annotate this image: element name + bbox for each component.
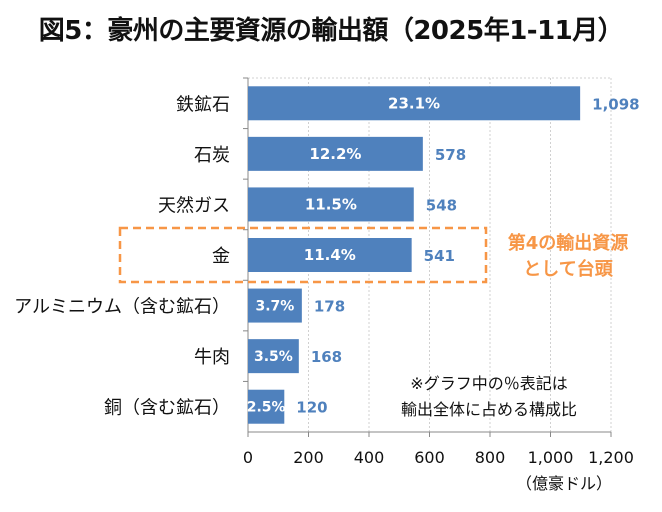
- category-label: 石炭: [194, 145, 230, 166]
- x-tick-label: 1,200: [588, 448, 634, 467]
- bar: [248, 389, 285, 424]
- bar-value-label: 548: [426, 196, 457, 214]
- bar: [248, 136, 423, 171]
- category-label: 鉄鉱石: [176, 94, 230, 115]
- category-label: 天然ガス: [158, 195, 230, 216]
- bar-value-label: 178: [314, 298, 345, 316]
- category-label: 牛肉: [194, 347, 230, 368]
- bar: [248, 187, 414, 222]
- x-tick-label: 0: [243, 448, 253, 467]
- x-tick-label: 200: [293, 448, 324, 467]
- x-tick-label: 800: [475, 448, 506, 467]
- bar: [248, 339, 299, 374]
- category-label: アルミニウム（含む鉱石）: [14, 297, 230, 318]
- bar-value-label: 1,098: [592, 95, 639, 113]
- bar-share-label: 11.5%: [305, 195, 357, 213]
- bar: [248, 288, 302, 323]
- x-tick-label: 1,000: [528, 448, 574, 467]
- bar-value-label: 578: [435, 146, 466, 164]
- bar-share-label: 11.4%: [304, 246, 356, 264]
- bar-value-label: 120: [296, 399, 327, 417]
- bar: [248, 238, 412, 272]
- chart-title: 図5：豪州の主要資源の輸出額（2025年1-11月）: [38, 16, 624, 46]
- x-tick-label: 400: [354, 448, 385, 467]
- note-text: ※グラフ中の％表記は: [410, 374, 567, 393]
- bar-share-label: 3.7%: [256, 299, 295, 315]
- bar: [248, 86, 581, 121]
- category-label: 金: [212, 246, 230, 267]
- x-tick-label: 600: [414, 448, 445, 467]
- bar-value-label: 541: [424, 247, 455, 265]
- bar-value-label: 168: [311, 348, 342, 366]
- bar-share-label: 23.1%: [388, 94, 440, 112]
- highlight-annotation: として台頭: [523, 258, 613, 280]
- highlight-annotation: 第4の輸出資源: [508, 232, 629, 254]
- bar-share-label: 12.2%: [309, 145, 361, 163]
- bar-share-label: 3.5%: [254, 349, 293, 365]
- x-axis-label: （億豪ドル）: [516, 474, 612, 493]
- highlight-box: [118, 226, 488, 284]
- category-label: 銅（含む鉱石）: [104, 398, 230, 419]
- bar-share-label: 2.5%: [247, 400, 286, 416]
- note-text: 輸出全体に占める構成比: [401, 400, 577, 419]
